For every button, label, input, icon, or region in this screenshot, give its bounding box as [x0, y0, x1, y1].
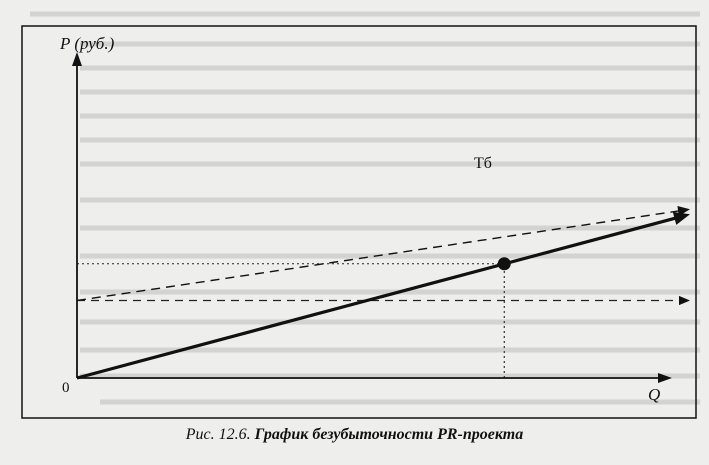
x-axis-label: Q [648, 385, 660, 404]
cost-line-arrow [677, 206, 690, 217]
figure-frame [21, 25, 697, 419]
x-axis-arrow [658, 373, 672, 383]
revenue-line [76, 214, 683, 380]
y-axis-arrow [72, 52, 82, 66]
plot-area [76, 206, 690, 380]
reference-line-3-arrow [679, 295, 690, 306]
breakeven-point [497, 257, 511, 271]
figure-caption: Рис. 12.6. График безубыточности PR-прое… [0, 426, 709, 444]
origin-label: 0 [62, 380, 70, 396]
y-axis-label: P (руб.) [59, 34, 115, 53]
breakeven-label: Тб [474, 155, 492, 172]
cost-line [76, 209, 683, 302]
caption-prefix: Рис. 12.6. [185, 426, 251, 443]
revenue-line-arrow [672, 211, 690, 225]
caption-title: График безубыточности PR-проекта [254, 426, 524, 443]
background-text-bleed [30, 11, 700, 405]
